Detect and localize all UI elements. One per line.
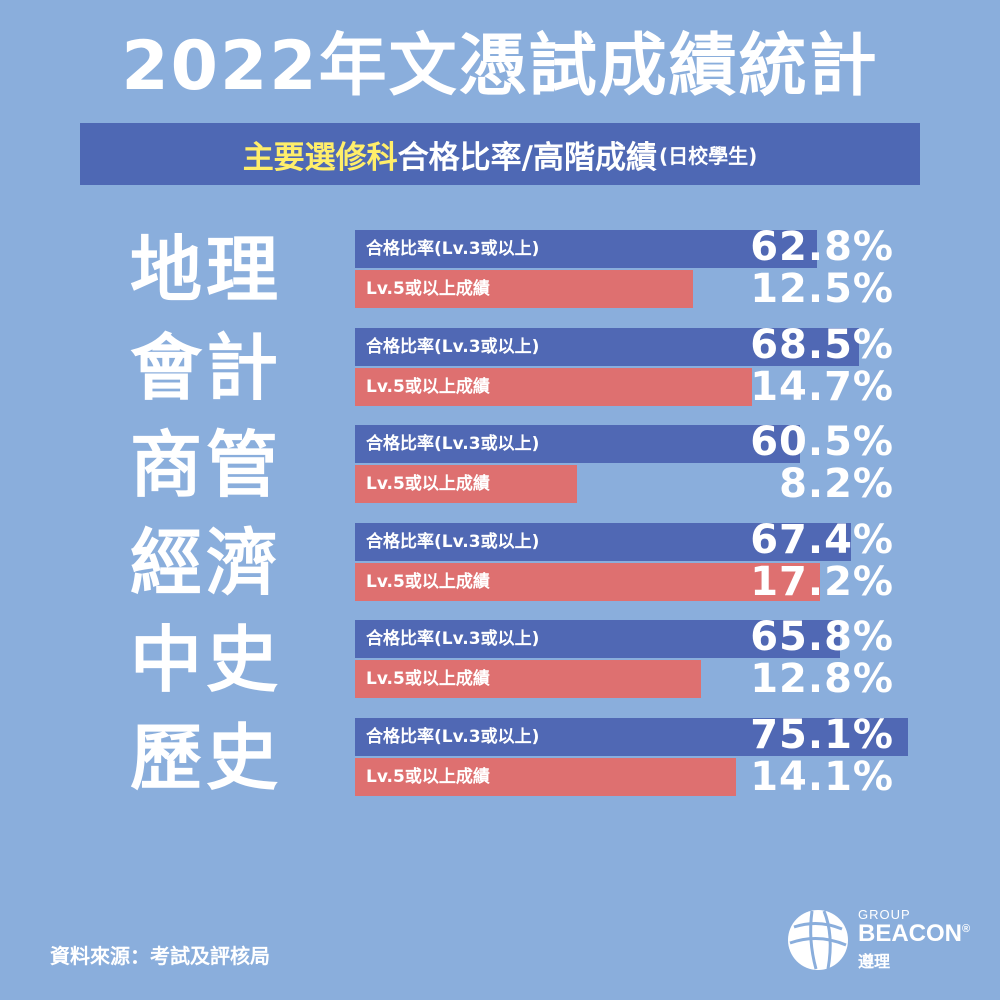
pass-rate-value: 65.8% bbox=[750, 614, 894, 660]
page-title: 2022年文憑試成績統計 bbox=[121, 27, 879, 106]
high-level-bar bbox=[355, 758, 736, 796]
pass-rate-bar bbox=[355, 523, 851, 561]
high-level-value: 17.2% bbox=[750, 559, 894, 605]
subject-label: 商管 bbox=[130, 423, 283, 507]
logo-brand: BEACON® bbox=[858, 920, 970, 948]
logo-reg: ® bbox=[962, 923, 971, 935]
subtitle-band: 主要選修科 合格比率/高階成績 (日校學生) bbox=[80, 123, 920, 185]
pass-rate-value: 60.5% bbox=[750, 419, 894, 465]
subtitle-small: (日校學生) bbox=[659, 143, 758, 168]
high-level-value: 12.5% bbox=[750, 266, 894, 312]
high-level-bar bbox=[355, 465, 577, 503]
subtitle-main: 合格比率/高階成績 bbox=[397, 139, 658, 176]
pass-rate-bar bbox=[355, 620, 840, 658]
pass-rate-value: 62.8% bbox=[750, 224, 894, 270]
subject-label: 中史 bbox=[130, 618, 283, 702]
pass-rate-bar bbox=[355, 230, 817, 268]
pass-rate-bar bbox=[355, 328, 859, 366]
logo-group: GROUP bbox=[858, 907, 911, 922]
high-level-series-label: Lv.5或以上成績 bbox=[366, 767, 490, 787]
subtitle-highlight: 主要選修科 bbox=[242, 139, 398, 176]
high-level-value: 12.8% bbox=[750, 656, 894, 702]
subject-label: 地理 bbox=[130, 228, 283, 312]
high-level-bar bbox=[355, 368, 752, 406]
logo-chinese: 遵理 bbox=[858, 954, 891, 971]
high-level-series-label: Lv.5或以上成績 bbox=[366, 669, 490, 689]
pass-rate-bar bbox=[355, 718, 908, 756]
pass-rate-series-label: 合格比率(Lv.3或以上) bbox=[366, 629, 540, 649]
high-level-bar bbox=[355, 563, 820, 601]
high-level-series-label: Lv.5或以上成績 bbox=[366, 377, 490, 397]
pass-rate-bar bbox=[355, 425, 800, 463]
high-level-value: 14.7% bbox=[750, 364, 894, 410]
pass-rate-value: 68.5% bbox=[750, 322, 894, 368]
pass-rate-value: 75.1% bbox=[750, 712, 894, 758]
high-level-series-label: Lv.5或以上成績 bbox=[366, 474, 490, 494]
high-level-bar bbox=[355, 660, 701, 698]
high-level-series-label: Lv.5或以上成績 bbox=[366, 279, 490, 299]
pass-rate-series-label: 合格比率(Lv.3或以上) bbox=[366, 532, 540, 552]
pass-rate-series-label: 合格比率(Lv.3或以上) bbox=[366, 434, 540, 454]
pass-rate-series-label: 合格比率(Lv.3或以上) bbox=[366, 239, 540, 259]
pass-rate-series-label: 合格比率(Lv.3或以上) bbox=[366, 727, 540, 747]
beacon-globe-icon bbox=[788, 910, 848, 970]
high-level-bar bbox=[355, 270, 693, 308]
high-level-value: 14.1% bbox=[750, 754, 894, 800]
subject-label: 歷史 bbox=[130, 716, 283, 800]
logo-brand-name: BEACON bbox=[858, 920, 963, 947]
subject-label: 經濟 bbox=[130, 521, 283, 605]
source-note: 資料來源：考試及評核局 bbox=[50, 944, 270, 968]
pass-rate-value: 67.4% bbox=[750, 517, 894, 563]
high-level-value: 8.2% bbox=[779, 461, 894, 507]
high-level-series-label: Lv.5或以上成績 bbox=[366, 572, 490, 592]
subject-label: 會計 bbox=[130, 326, 283, 410]
pass-rate-series-label: 合格比率(Lv.3或以上) bbox=[366, 337, 540, 357]
